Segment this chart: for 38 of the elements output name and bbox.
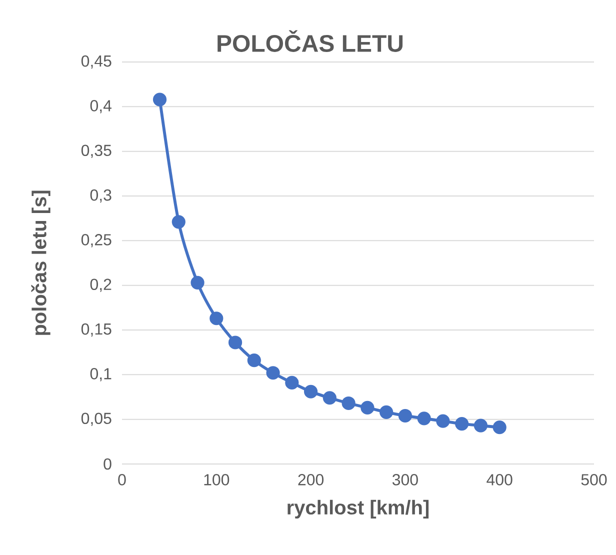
point bbox=[342, 396, 356, 410]
x-tick-label: 0 bbox=[118, 474, 126, 486]
x-axis-title: rychlost [km/h] bbox=[288, 500, 429, 518]
point bbox=[492, 420, 506, 434]
y-tick-label: 0,3 bbox=[90, 189, 112, 203]
point bbox=[436, 414, 450, 428]
y-axis-title: poločas letu [s] bbox=[31, 190, 50, 336]
point bbox=[266, 366, 280, 380]
y-tick-label: 0,05 bbox=[81, 412, 112, 426]
y-tick-label: 0,1 bbox=[90, 368, 112, 382]
point bbox=[210, 312, 224, 326]
chart-title: POLOČAS LETU bbox=[218, 30, 403, 52]
point bbox=[322, 391, 336, 405]
point bbox=[190, 276, 204, 290]
y-tick-label: 0 bbox=[104, 458, 112, 470]
point bbox=[380, 405, 394, 419]
y-tick-label: 0,4 bbox=[90, 100, 112, 114]
point bbox=[228, 336, 242, 350]
point bbox=[152, 92, 167, 106]
x-tick-label: 300 bbox=[392, 474, 418, 486]
y-tick-label: 0,45 bbox=[81, 55, 112, 69]
point bbox=[172, 215, 186, 229]
x-tick-label: 200 bbox=[298, 474, 324, 486]
point bbox=[417, 412, 431, 426]
point bbox=[285, 376, 299, 390]
y-tick-label: 0,2 bbox=[90, 278, 112, 292]
point bbox=[360, 400, 374, 415]
x-tick-label: 400 bbox=[486, 474, 512, 486]
point bbox=[474, 418, 488, 432]
point bbox=[304, 384, 318, 398]
y-tick-label: 0,35 bbox=[81, 144, 112, 158]
point bbox=[398, 408, 412, 423]
x-tick-label: 100 bbox=[204, 474, 230, 486]
y-tick-label: 0,15 bbox=[81, 323, 112, 337]
y-tick-label: 0,25 bbox=[81, 234, 112, 248]
x-tick-label: 500 bbox=[581, 474, 607, 486]
point bbox=[247, 354, 261, 368]
point bbox=[455, 416, 469, 431]
